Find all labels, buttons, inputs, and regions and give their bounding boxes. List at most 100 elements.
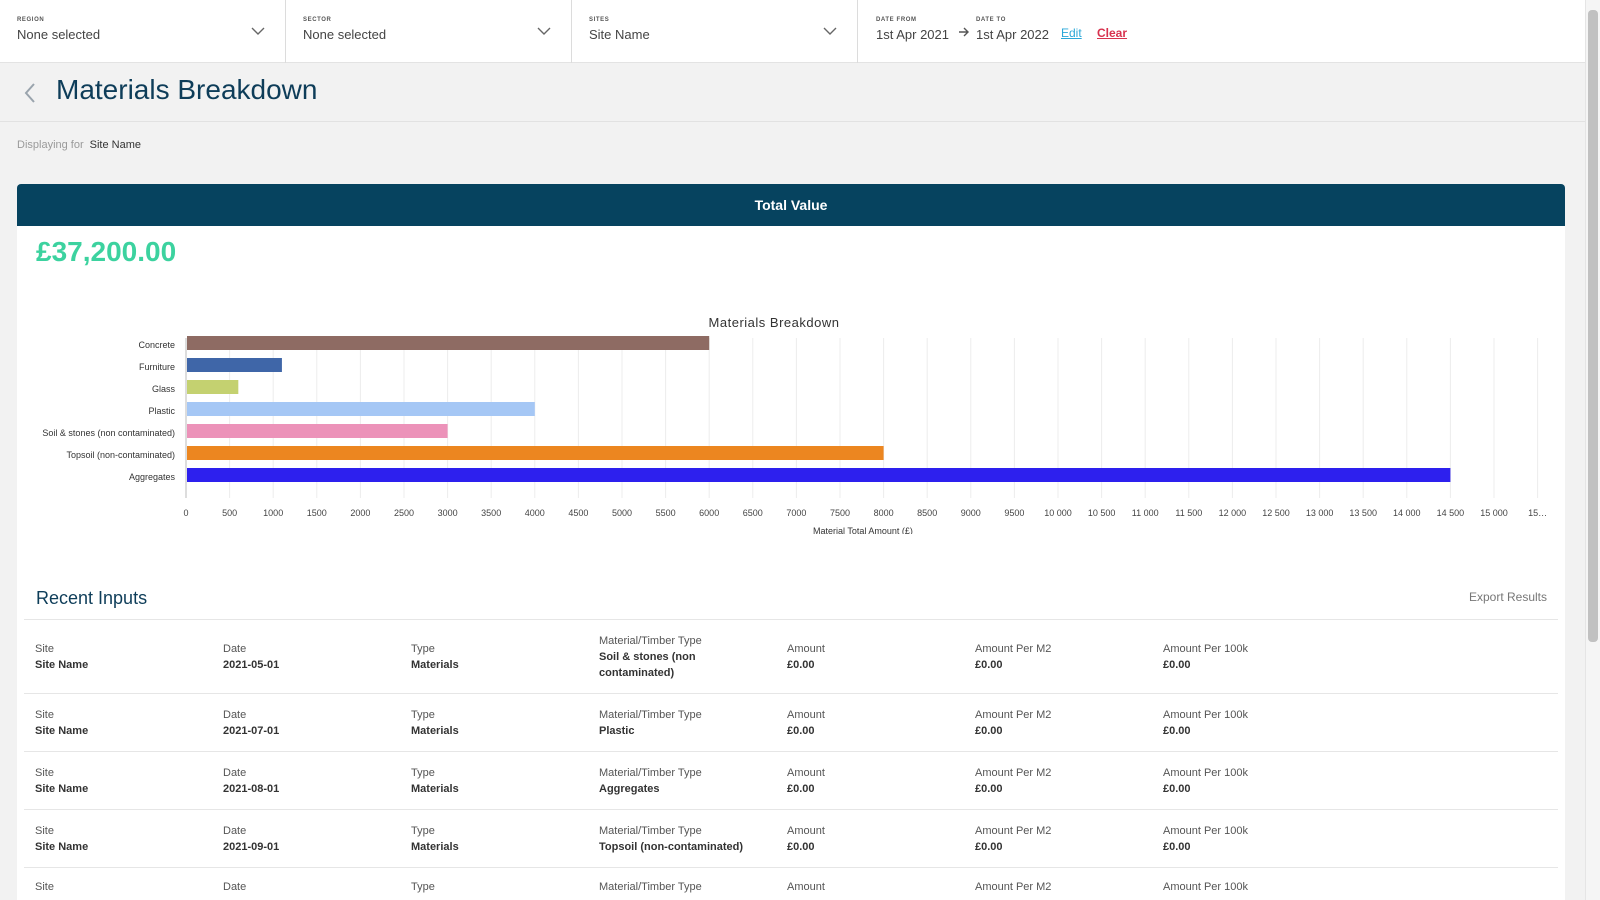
cell-label: Material/Timber Type bbox=[599, 767, 702, 779]
table-row: Site Site Name Date 2021-08-01 Type Materials… bbox=[24, 751, 1558, 809]
table-cell: Amount £0.00 bbox=[787, 641, 947, 673]
total-value-card: Total Value £37,200.00 Materials Breakdo… bbox=[17, 184, 1565, 900]
x-tick-label: 2000 bbox=[350, 508, 370, 518]
table-row: Site Site Name Date 2021-09-01 Type Materials… bbox=[24, 809, 1558, 867]
region-value: None selected bbox=[17, 27, 101, 42]
cell-value: 2021-07-01 bbox=[223, 725, 280, 737]
table-cell: Amount Per 100k £0.00 bbox=[1163, 707, 1323, 739]
x-tick-label: 3500 bbox=[481, 508, 501, 518]
sector-filter[interactable]: SECTOR None selected bbox=[286, 0, 572, 63]
cell-label: Date bbox=[223, 643, 247, 655]
sites-filter[interactable]: SITES Site Name bbox=[572, 0, 858, 63]
cell-value: 2021-09-01 bbox=[223, 841, 280, 853]
x-tick-label: 9500 bbox=[1004, 508, 1024, 518]
scrollbar[interactable] bbox=[1585, 0, 1600, 900]
x-tick-label: 13 500 bbox=[1349, 508, 1377, 518]
table-cell: Type Materials bbox=[411, 765, 571, 797]
cell-value: £0.00 bbox=[1163, 725, 1191, 737]
arrow-right-icon bbox=[959, 27, 969, 37]
cell-value: Materials bbox=[411, 659, 459, 671]
displaying-for: Displaying for Site Name bbox=[17, 139, 141, 151]
cell-value: £0.00 bbox=[975, 783, 1003, 795]
table-cell: Type Materials bbox=[411, 707, 571, 739]
y-category-label: Soil & stones (non contaminated) bbox=[42, 428, 175, 438]
table-cell: Amount £0.00 bbox=[787, 823, 947, 855]
cell-value: £0.00 bbox=[1163, 841, 1191, 853]
table-cell: Amount Per M2 bbox=[975, 879, 1135, 895]
cell-label: Type bbox=[411, 881, 435, 893]
y-category-label: Concrete bbox=[138, 340, 175, 350]
export-results-button[interactable]: Export Results bbox=[1468, 590, 1547, 604]
cell-value: Site Name bbox=[35, 783, 89, 795]
table-cell: Site Site Name bbox=[35, 823, 195, 855]
x-tick-label: 5500 bbox=[656, 508, 676, 518]
cell-label: Site bbox=[35, 825, 54, 837]
chevron-down-icon[interactable] bbox=[537, 24, 551, 38]
region-filter[interactable]: REGION None selected bbox=[0, 0, 286, 63]
x-tick-label: 6000 bbox=[699, 508, 719, 518]
table-cell: Date bbox=[223, 879, 383, 895]
x-tick-label: 1000 bbox=[263, 508, 283, 518]
x-tick-label: 10 500 bbox=[1088, 508, 1116, 518]
scrollbar-thumb[interactable] bbox=[1588, 10, 1598, 642]
filter-bar: REGION None selected SECTOR None selecte… bbox=[0, 0, 1585, 63]
bar bbox=[187, 380, 239, 394]
table-cell: Material/Timber Type Soil & stones (non c… bbox=[599, 633, 749, 681]
bar bbox=[187, 424, 448, 438]
cell-label: Amount bbox=[787, 643, 825, 655]
date-to[interactable]: DATE TO 1st Apr 2022 bbox=[976, 17, 1049, 42]
x-tick-label: 14 500 bbox=[1437, 508, 1465, 518]
back-chevron-icon[interactable] bbox=[20, 80, 40, 106]
recent-inputs-table: Site Site Name Date 2021-05-01 Type Materials… bbox=[24, 619, 1558, 900]
x-tick-label: 8000 bbox=[874, 508, 894, 518]
cell-label: Type bbox=[411, 643, 435, 655]
x-tick-label: 500 bbox=[222, 508, 237, 518]
x-tick-label: 2500 bbox=[394, 508, 414, 518]
bar bbox=[187, 336, 710, 350]
bar bbox=[187, 468, 1451, 482]
table-cell: Amount Per 100k bbox=[1163, 879, 1323, 895]
cell-label: Date bbox=[223, 767, 247, 779]
table-cell: Date 2021-07-01 bbox=[223, 707, 383, 739]
cell-value: 2021-05-01 bbox=[223, 659, 280, 671]
cell-label: Amount Per 100k bbox=[1163, 825, 1248, 837]
cell-label: Type bbox=[411, 825, 435, 837]
table-cell: Amount Per M2 £0.00 bbox=[975, 707, 1135, 739]
cell-value: Site Name bbox=[35, 841, 89, 853]
displaying-label: Displaying for bbox=[17, 139, 84, 151]
cell-label: Site bbox=[35, 767, 54, 779]
cell-value: Materials bbox=[411, 841, 459, 853]
cell-value: £0.00 bbox=[975, 725, 1003, 737]
region-label: REGION bbox=[17, 17, 45, 23]
edit-link[interactable]: Edit bbox=[1061, 26, 1082, 40]
x-tick-label: 9000 bbox=[961, 508, 981, 518]
card-title: Total Value bbox=[17, 184, 1565, 226]
cell-value: Site Name bbox=[35, 725, 89, 737]
chevron-down-icon[interactable] bbox=[823, 24, 837, 38]
table-cell: Site Site Name bbox=[35, 707, 195, 739]
cell-value: Materials bbox=[411, 783, 459, 795]
date-to-value: 1st Apr 2022 bbox=[976, 27, 1049, 42]
cell-value: £0.00 bbox=[975, 841, 1003, 853]
table-cell: Material/Timber Type Topsoil (non-contami… bbox=[599, 823, 749, 855]
table-cell: Material/Timber Type Plastic bbox=[599, 707, 749, 739]
cell-value: Topsoil (non-contaminated) bbox=[599, 841, 744, 853]
displaying-value: Site Name bbox=[89, 139, 141, 151]
clear-link[interactable]: Clear bbox=[1097, 26, 1128, 40]
date-from[interactable]: DATE FROM 1st Apr 2021 bbox=[876, 17, 949, 42]
sector-label: SECTOR bbox=[303, 17, 332, 23]
table-cell: Type Materials bbox=[411, 823, 571, 855]
chart-title: Materials Breakdown bbox=[709, 315, 840, 330]
table-cell: Site bbox=[35, 879, 195, 895]
cell-value: Plastic bbox=[599, 725, 635, 737]
x-tick-label: 4000 bbox=[525, 508, 545, 518]
cell-label: Amount Per M2 bbox=[975, 881, 1052, 893]
table-cell: Amount Per 100k £0.00 bbox=[1163, 765, 1323, 797]
x-axis-label: Material Total Amount (£) bbox=[813, 526, 913, 534]
chevron-down-icon[interactable] bbox=[251, 24, 265, 38]
cell-label: Site bbox=[35, 881, 54, 893]
table-cell: Amount bbox=[787, 879, 947, 895]
cell-value: £0.00 bbox=[975, 659, 1003, 671]
table-row: Site Date Type Material/Timber Type Amount Am… bbox=[24, 867, 1558, 900]
recent-inputs-title: Recent Inputs bbox=[36, 588, 148, 608]
